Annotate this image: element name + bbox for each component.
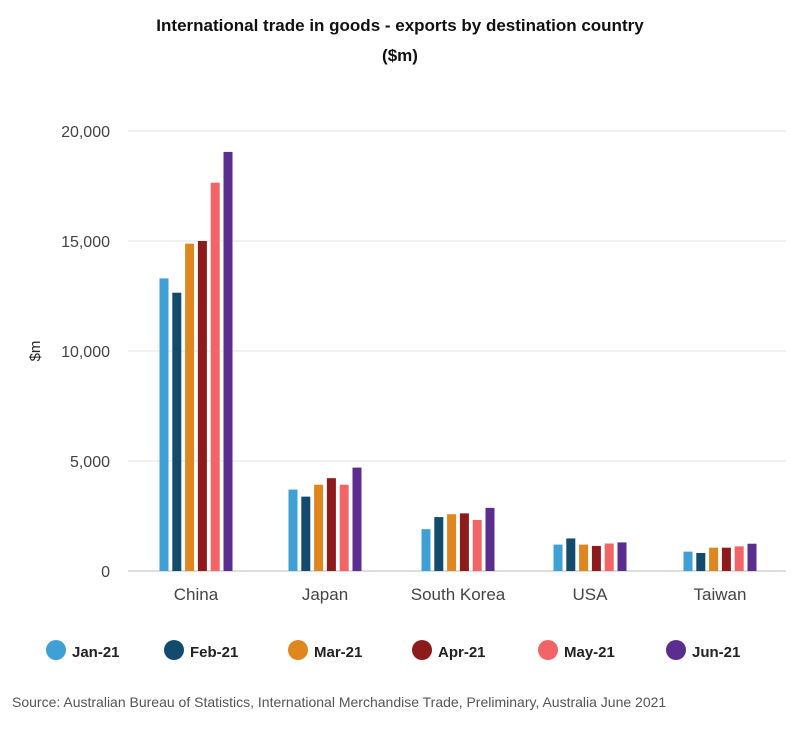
bar-south-korea-jun-21	[485, 507, 495, 571]
bar-usa-apr-21	[591, 545, 601, 571]
y-tick-label: 20,000	[61, 124, 110, 141]
bar-china-feb-21	[172, 292, 182, 571]
x-tick-label: China	[174, 585, 219, 604]
bar-japan-may-21	[339, 484, 349, 571]
x-tick-label: Taiwan	[694, 585, 747, 604]
bar-taiwan-jan-21	[683, 551, 693, 571]
bar-south-korea-jan-21	[421, 529, 431, 571]
legend-label: Feb-21	[190, 644, 238, 661]
bar-china-jan-21	[159, 278, 169, 571]
bar-japan-jan-21	[288, 489, 298, 571]
bar-usa-may-21	[604, 543, 614, 571]
x-tick-label: South Korea	[411, 585, 506, 604]
bar-usa-mar-21	[579, 544, 589, 571]
bar-japan-jun-21	[352, 467, 362, 571]
bar-south-korea-mar-21	[447, 514, 457, 571]
bar-usa-feb-21	[566, 538, 576, 571]
legend-label: Mar-21	[314, 644, 362, 661]
legend-label: Apr-21	[438, 644, 486, 661]
chart-title: International trade in goods - exports b…	[156, 16, 644, 35]
bar-south-korea-feb-21	[434, 517, 444, 571]
bar-usa-jan-21	[553, 544, 563, 571]
bar-china-jun-21	[223, 151, 233, 571]
bar-china-mar-21	[185, 243, 195, 571]
legend-swatch	[288, 640, 308, 660]
bar-taiwan-apr-21	[721, 547, 731, 571]
bar-japan-feb-21	[301, 496, 311, 571]
legend-swatch	[46, 640, 66, 660]
legend-swatch	[666, 640, 686, 660]
bar-taiwan-may-21	[734, 546, 744, 571]
legend-label: Jun-21	[692, 644, 740, 661]
y-tick-label: 10,000	[61, 344, 110, 361]
y-axis-label: $m	[27, 341, 44, 362]
bar-taiwan-feb-21	[696, 552, 706, 571]
bar-japan-mar-21	[314, 484, 324, 571]
bar-taiwan-jun-21	[747, 543, 757, 571]
bar-south-korea-may-21	[472, 519, 482, 571]
y-tick-label: 0	[101, 564, 110, 581]
legend-label: May-21	[564, 644, 615, 661]
bar-taiwan-mar-21	[709, 547, 719, 571]
legend-swatch	[412, 640, 432, 660]
x-tick-label: Japan	[302, 585, 348, 604]
legend-swatch	[538, 640, 558, 660]
source-note: Source: Australian Bureau of Statistics,…	[12, 694, 667, 710]
legend-label: Jan-21	[72, 644, 120, 661]
x-tick-label: USA	[573, 585, 609, 604]
y-tick-label: 5,000	[70, 454, 110, 471]
bar-china-apr-21	[197, 241, 207, 571]
bar-japan-apr-21	[326, 478, 336, 571]
legend-swatch	[164, 640, 184, 660]
chart-subtitle: ($m)	[382, 46, 418, 65]
y-tick-label: 15,000	[61, 234, 110, 251]
bar-south-korea-apr-21	[459, 513, 469, 571]
bar-china-may-21	[210, 182, 220, 571]
bar-usa-jun-21	[617, 542, 627, 571]
